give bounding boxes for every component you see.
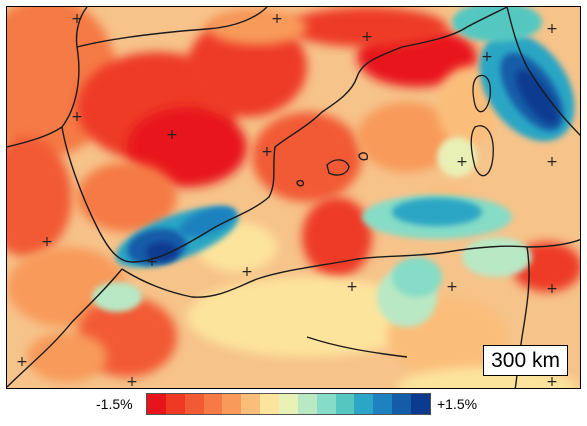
grid-marker: + <box>546 374 558 389</box>
colorbar-swatch <box>203 394 223 414</box>
colorbar-swatch <box>335 394 355 414</box>
colorbar-swatch <box>297 394 317 414</box>
colorbar-swatch <box>316 394 336 414</box>
anomaly-blob <box>357 102 457 172</box>
grid-marker: + <box>126 374 138 389</box>
anomaly-blob-cool <box>452 7 542 42</box>
anomaly-blob <box>7 137 72 257</box>
grid-marker: + <box>146 254 158 270</box>
coastline <box>7 7 88 148</box>
grid-marker: + <box>41 234 53 250</box>
anomaly-blob <box>77 162 177 232</box>
anomaly-blob <box>252 112 362 202</box>
coastline <box>76 7 268 48</box>
colorbar-swatch <box>165 394 185 414</box>
coastlines <box>7 7 580 388</box>
grid-marker: + <box>546 21 558 37</box>
anomaly-blob <box>27 332 107 382</box>
anomaly-patches <box>7 7 580 388</box>
colorbar-swatch <box>411 394 430 414</box>
anomaly-blob-cool <box>437 137 477 177</box>
anomaly-blob-cool <box>462 237 532 277</box>
colorbar-swatch <box>147 394 166 414</box>
velocity-anomaly-field: + + + + + + + + + + + + + + + + + + + <box>7 7 580 389</box>
anomaly-blob <box>302 197 372 277</box>
grid-marker: + <box>271 11 283 27</box>
island-outline <box>358 152 369 161</box>
anomaly-blob-cool <box>392 257 442 297</box>
grid-marker: + <box>346 279 358 295</box>
coastline <box>121 238 580 298</box>
grid-marker: + <box>361 29 373 45</box>
anomaly-blob <box>187 277 427 357</box>
grid-marker: + <box>456 154 468 170</box>
island-outline <box>326 159 350 176</box>
anomaly-blob-cool <box>92 282 142 312</box>
anomaly-blob <box>207 9 307 45</box>
coastline <box>61 7 508 263</box>
grid-marker: + <box>446 279 458 295</box>
anomaly-blob-cool <box>146 242 178 262</box>
colorbar-swatch <box>241 394 261 414</box>
colorbar-swatch <box>260 394 280 414</box>
anomaly-blob <box>127 107 247 187</box>
colorbar-max-label: +1.5% <box>437 396 478 412</box>
colorbar-swatch <box>184 394 204 414</box>
grid-marker: + <box>71 109 83 125</box>
grid-marker: + <box>481 49 493 65</box>
grid-marker: + <box>546 154 558 170</box>
anomaly-blob <box>437 67 497 147</box>
island-outline <box>472 74 491 113</box>
colorbar-swatch <box>279 394 298 414</box>
grid-markers: + + + + + + + + + + + + + + + + + + + <box>16 11 558 389</box>
colorbar <box>146 393 431 415</box>
grid-marker: + <box>16 354 28 370</box>
grid-marker: + <box>71 11 83 27</box>
scale-label: 300 km <box>483 345 568 376</box>
colorbar-swatch <box>222 394 242 414</box>
grid-marker: + <box>241 264 253 280</box>
anomaly-blob <box>287 7 447 47</box>
coastline <box>506 7 580 136</box>
coastline <box>7 268 123 388</box>
anomaly-blob-cool <box>392 198 482 226</box>
tomography-map: + + + + + + + + + + + + + + + + + + + 300 km <box>6 6 581 389</box>
colorbar-swatch <box>373 394 393 414</box>
grid-marker: + <box>546 281 558 297</box>
colorbar-swatch <box>392 394 412 414</box>
colorbar-min-label: -1.5% <box>96 396 133 412</box>
anomaly-blob-cool <box>516 69 558 125</box>
anomaly-blob-cool <box>178 206 236 238</box>
colorbar-swatch <box>354 394 374 414</box>
coastline <box>306 336 408 358</box>
island-outline <box>470 125 494 177</box>
island-outline <box>296 179 305 187</box>
grid-marker: + <box>261 144 273 160</box>
grid-marker: + <box>166 127 178 143</box>
